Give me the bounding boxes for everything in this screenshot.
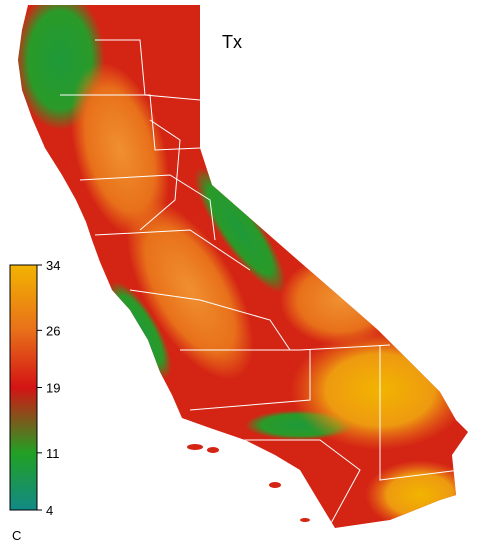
- islands: [187, 444, 310, 522]
- colorbar-tick-label: 11: [46, 446, 60, 461]
- colorbar-ticks: 34 26 19 11 4: [37, 258, 60, 518]
- colorbar-tick-label: 4: [46, 503, 53, 518]
- colorbar-unit: C: [12, 528, 21, 543]
- colorbar-tick-label: 19: [46, 381, 60, 396]
- colorbar: [9, 264, 38, 511]
- map-title: Tx: [222, 32, 242, 52]
- colorbar-tick-label: 34: [46, 258, 60, 273]
- colorbar-tick-label: 26: [46, 323, 60, 338]
